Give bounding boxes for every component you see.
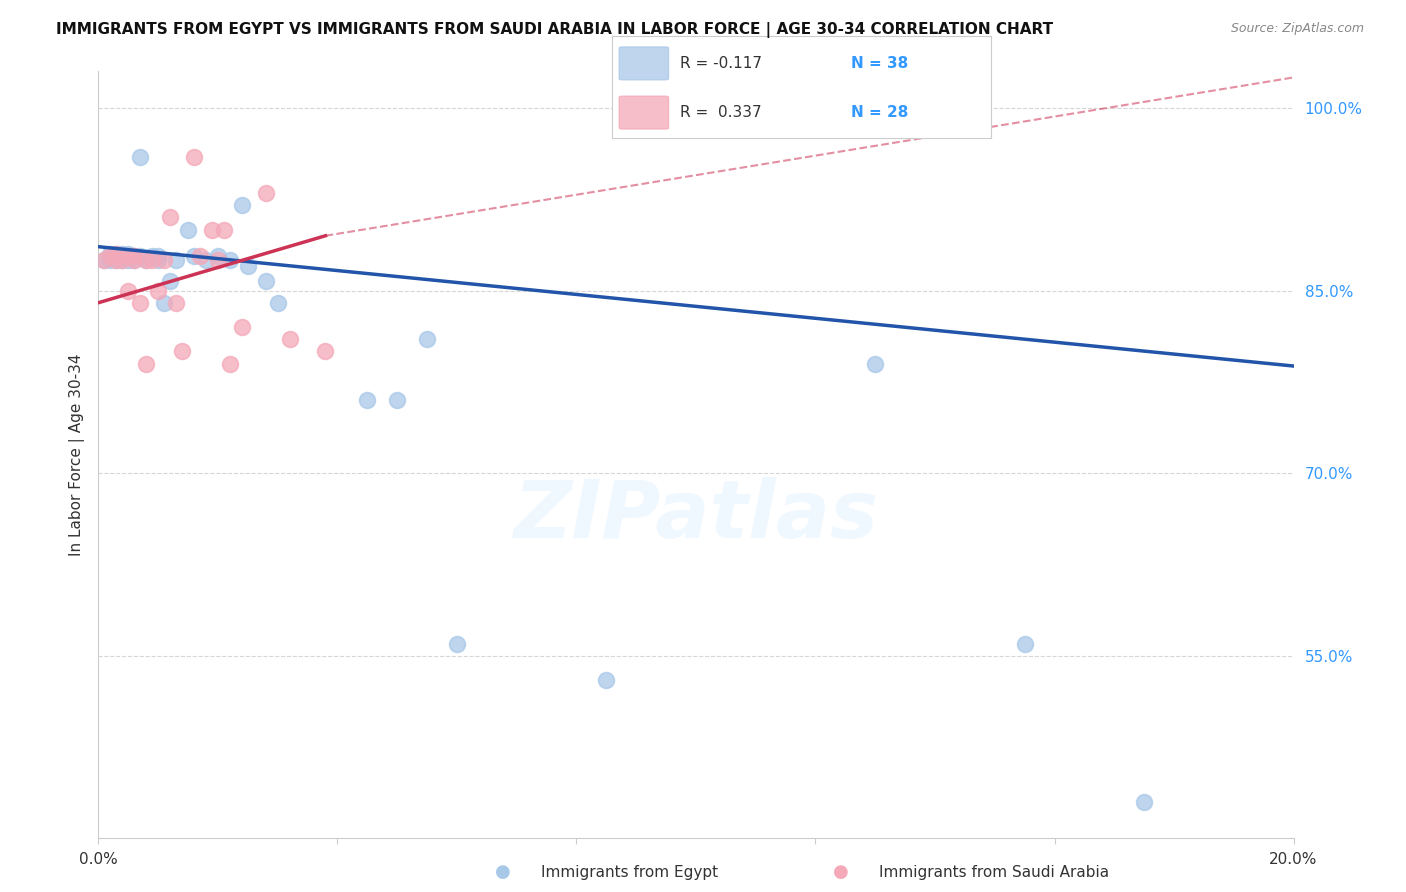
Point [195, 253, 218, 268]
Text: ●: ● [495, 863, 512, 881]
Point [105, 253, 128, 268]
Point [212, 222, 235, 236]
Point [124, 253, 146, 268]
Point [236, 259, 259, 273]
Point [124, 253, 146, 268]
Point [93, 253, 115, 268]
Point [219, 357, 242, 371]
Point [98, 249, 122, 263]
Point [207, 253, 229, 268]
Point [98, 253, 122, 268]
Point [159, 274, 181, 288]
Point [231, 320, 253, 334]
Point [153, 253, 176, 268]
FancyBboxPatch shape [619, 47, 669, 79]
Point [135, 357, 157, 371]
Point [105, 247, 128, 261]
Point [188, 249, 211, 263]
Point [117, 253, 139, 268]
Point [117, 284, 139, 298]
Point [177, 222, 200, 236]
Point [129, 249, 152, 263]
Point [595, 673, 617, 688]
Point [165, 253, 187, 268]
Point [117, 247, 139, 261]
Text: N = 28: N = 28 [851, 105, 908, 120]
Point [219, 253, 242, 268]
Point [105, 247, 128, 261]
Point [446, 637, 468, 651]
FancyBboxPatch shape [619, 96, 669, 129]
Point [111, 247, 134, 261]
Point [865, 357, 887, 371]
Point [148, 253, 170, 268]
Point [135, 253, 157, 268]
Point [207, 249, 229, 263]
Text: Immigrants from Egypt: Immigrants from Egypt [541, 865, 718, 880]
Point [153, 295, 176, 310]
Point [267, 295, 290, 310]
Point [183, 150, 205, 164]
Point [201, 222, 224, 236]
Point [93, 253, 115, 268]
Point [315, 344, 337, 359]
Text: Source: ZipAtlas.com: Source: ZipAtlas.com [1230, 22, 1364, 36]
Point [278, 332, 301, 346]
Point [141, 249, 163, 263]
Point [148, 284, 170, 298]
Text: ZIPatlas: ZIPatlas [513, 477, 879, 556]
Point [385, 393, 409, 408]
Text: N = 38: N = 38 [851, 56, 908, 70]
Point [117, 249, 139, 263]
Y-axis label: In Labor Force | Age 30-34: In Labor Force | Age 30-34 [69, 353, 84, 557]
Point [148, 249, 170, 263]
Point [98, 247, 122, 261]
Text: ●: ● [832, 863, 849, 881]
Point [231, 198, 253, 212]
Point [254, 186, 277, 201]
Point [254, 274, 277, 288]
Point [124, 249, 146, 263]
Point [129, 150, 152, 164]
Point [356, 393, 378, 408]
Point [141, 253, 163, 268]
Text: Immigrants from Saudi Arabia: Immigrants from Saudi Arabia [879, 865, 1109, 880]
Point [183, 249, 205, 263]
Point [129, 295, 152, 310]
Text: IMMIGRANTS FROM EGYPT VS IMMIGRANTS FROM SAUDI ARABIA IN LABOR FORCE | AGE 30-34: IMMIGRANTS FROM EGYPT VS IMMIGRANTS FROM… [56, 22, 1053, 38]
Point [1014, 637, 1036, 651]
Point [111, 253, 134, 268]
Point [135, 253, 157, 268]
Point [1133, 795, 1156, 809]
Point [105, 253, 128, 268]
Point [416, 332, 439, 346]
Text: R = -0.117: R = -0.117 [681, 56, 762, 70]
Point [165, 295, 187, 310]
Point [172, 344, 194, 359]
Text: R =  0.337: R = 0.337 [681, 105, 762, 120]
Point [111, 253, 134, 268]
Point [159, 211, 181, 225]
Point [117, 249, 139, 263]
Point [124, 249, 146, 263]
